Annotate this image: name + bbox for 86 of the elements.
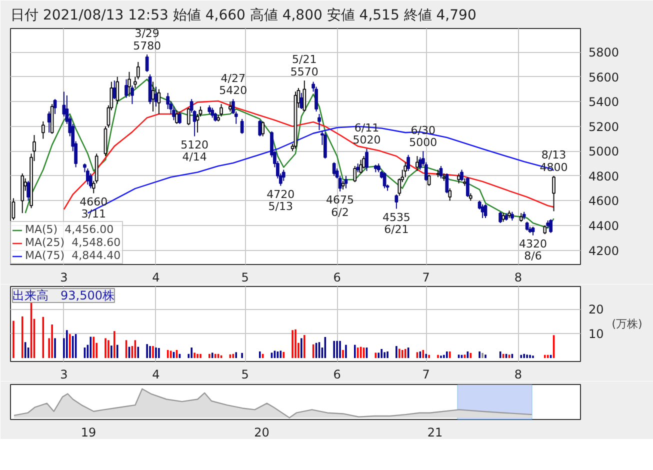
x-tick-label: 7	[422, 270, 430, 284]
candlestick	[86, 168, 90, 186]
y-tick-label: 5000	[588, 144, 620, 159]
candlestick	[365, 148, 368, 172]
y-tick-label: 4200	[588, 244, 620, 258]
candlestick	[480, 204, 484, 219]
chart-title: 出来高 93,500株	[12, 288, 114, 302]
candlestick	[404, 162, 408, 178]
candlestick	[549, 218, 552, 234]
candlestick	[240, 118, 244, 134]
candlestick	[484, 204, 488, 219]
x-tick-label: 7	[422, 368, 430, 382]
candlestick	[166, 92, 170, 110]
x-tick-label: 8	[514, 270, 522, 284]
annotation: 4675 6/2	[326, 193, 354, 219]
candlestick	[394, 194, 398, 210]
candlestick	[151, 81, 155, 112]
candlestick	[157, 88, 161, 114]
candlestick	[178, 111, 182, 124]
candlestick	[261, 120, 265, 137]
candlestick	[382, 172, 386, 189]
x-tick-label: 5	[241, 270, 249, 284]
annotation: 4660 3/11	[80, 195, 108, 221]
candlestick	[154, 86, 158, 108]
y-tick-label: 5400	[588, 95, 620, 110]
y-tick-label: 4600	[588, 194, 620, 208]
y-tick-label: 5600	[588, 70, 620, 84]
y-tick-label: 4400	[588, 218, 620, 233]
candlestick	[427, 174, 431, 186]
candlestick	[124, 78, 128, 98]
candlestick	[210, 107, 214, 118]
candlestick	[324, 132, 327, 160]
candlestick	[186, 107, 190, 126]
x-tick-label: 3	[60, 368, 68, 382]
annotation: 5120 4/14	[180, 138, 209, 164]
legend-label: MA(25) 4,548.60	[25, 236, 121, 249]
legend-label: MA(75) 4,844.40	[25, 249, 121, 262]
x-tick-label: 4	[152, 368, 160, 382]
candlestick	[258, 120, 262, 137]
chart-title: 日付 2021/08/13 12:53 始値 4,660 高値 4,800 安値 4,515 終値 4,790	[10, 8, 476, 24]
x-tick-label: 5	[241, 368, 249, 382]
candlestick	[359, 159, 362, 174]
candlestick	[302, 80, 306, 112]
annotation: 5/21 5570	[290, 53, 318, 79]
candlestick	[314, 86, 318, 112]
annotation: 3/29 5780	[133, 27, 162, 53]
y-tick-label: 5800	[588, 46, 620, 60]
x-tick-label: 4	[152, 270, 160, 284]
legend-label: MA(5) 4,456.00	[25, 223, 114, 236]
x-tick-label: 19	[80, 426, 96, 440]
candlestick	[406, 154, 410, 172]
x-tick-label: 20	[254, 426, 270, 440]
candlestick	[112, 80, 116, 100]
candlestick	[128, 71, 131, 98]
candlestick	[552, 175, 556, 212]
candlestick	[466, 176, 470, 198]
y-tick-label: 5200	[588, 120, 620, 134]
candlestick	[220, 104, 223, 117]
candlestick	[416, 156, 419, 172]
annotation: 4720 5/13	[266, 188, 295, 214]
candlestick	[445, 172, 449, 194]
candlestick	[88, 172, 92, 189]
annotation: 4320 8/6	[519, 237, 548, 263]
candlestick	[318, 113, 321, 131]
y-tick-label: 20	[588, 302, 604, 317]
x-tick-label: 8	[514, 368, 522, 382]
y-tick-label: 10	[588, 327, 604, 342]
x-tick-label: 6	[333, 368, 341, 382]
candlestick	[145, 54, 149, 72]
candlestick	[332, 162, 336, 176]
candlestick	[228, 101, 232, 112]
candlestick	[353, 166, 357, 183]
y-tick-label: 4800	[588, 169, 620, 184]
candlestick	[116, 76, 120, 105]
candlestick	[498, 211, 502, 224]
annotation: 4/27 5420	[219, 72, 248, 98]
candlestick	[439, 166, 443, 179]
y-axis-title: (万株)	[612, 318, 642, 330]
annotation: 4535 6/21	[382, 210, 410, 236]
candlestick	[344, 175, 348, 189]
x-tick-label: 6	[333, 270, 341, 284]
x-tick-label: 3	[60, 270, 68, 284]
x-tick-label: 21	[427, 426, 443, 440]
candlestick	[448, 188, 452, 202]
candlestick	[130, 84, 134, 105]
candlestick	[460, 169, 464, 182]
